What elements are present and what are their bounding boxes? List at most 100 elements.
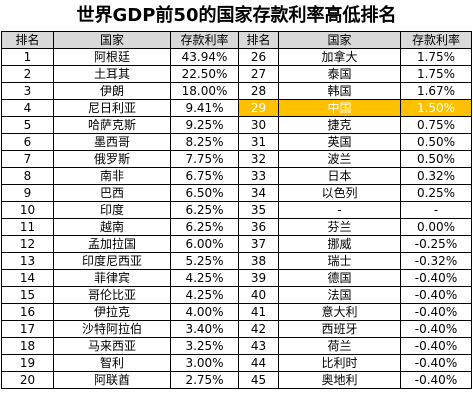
rate-cell: 6.00% <box>170 235 239 253</box>
country-cell: 沙特阿拉伯 <box>53 320 171 338</box>
table-row: 19 智利 3.00% 44 比利时 -0.40% <box>1 354 472 372</box>
rank-cell: 39 <box>238 269 279 287</box>
rate-cell: 0.50% <box>400 150 472 168</box>
table-row: 8 南非 6.75% 33 日本 0.32% <box>1 167 472 185</box>
table-row: 1 阿根廷 43.94% 26 加拿大 1.75% <box>1 48 472 66</box>
rank-cell: 4 <box>1 99 54 117</box>
rate-table: 排名 国家 存款利率 排名 国家 存款利率 1 阿根廷 43.94% 26 加拿大 1.7… <box>1 31 472 389</box>
rank-cell: 44 <box>238 354 279 372</box>
country-cell: 越南 <box>53 218 171 236</box>
table-row: 9 巴西 6.50% 34 以色列 0.25% <box>1 184 472 202</box>
country-cell: 法国 <box>278 286 401 304</box>
table-row: 18 马来西亚 3.25% 43 荷兰 -0.40% <box>1 337 472 355</box>
rank-cell: 45 <box>238 371 279 389</box>
country-cell: 俄罗斯 <box>53 150 171 168</box>
rank-cell: 29 <box>238 99 279 117</box>
table-row: 5 哈萨克斯 9.25% 30 捷克 0.75% <box>1 116 472 134</box>
rank-cell: 38 <box>238 252 279 270</box>
rank-cell: 19 <box>1 354 54 372</box>
table-row: 4 尼日利亚 9.41% 29 中国 1.50% <box>1 99 472 117</box>
country-cell: 意大利 <box>278 303 401 321</box>
country-cell: 加拿大 <box>278 48 401 66</box>
country-cell: 哈萨克斯 <box>53 116 171 134</box>
table-row: 14 菲律宾 4.25% 39 德国 -0.40% <box>1 269 472 287</box>
rate-cell: 3.25% <box>170 337 239 355</box>
country-cell: 德国 <box>278 269 401 287</box>
header-rate-right: 存款利率 <box>400 31 472 49</box>
rate-cell: 9.25% <box>170 116 239 134</box>
country-cell: 哥伦比亚 <box>53 286 171 304</box>
rank-cell: 9 <box>1 184 54 202</box>
header-country-right: 国家 <box>278 31 401 49</box>
country-cell: 土耳其 <box>53 65 171 83</box>
country-cell: 阿联酋 <box>53 371 171 389</box>
table-row: 6 墨西哥 8.25% 31 英国 0.50% <box>1 133 472 151</box>
country-cell: 中国 <box>278 99 401 117</box>
rank-cell: 40 <box>238 286 279 304</box>
rate-cell: 4.00% <box>170 303 239 321</box>
rate-cell: 2.75% <box>170 371 239 389</box>
country-cell: 奥地利 <box>278 371 401 389</box>
rate-cell: -0.40% <box>400 303 472 321</box>
table-row: 15 哥伦比亚 4.25% 40 法国 -0.40% <box>1 286 472 304</box>
rank-cell: 1 <box>1 48 54 66</box>
country-cell: 比利时 <box>278 354 401 372</box>
rank-cell: 8 <box>1 167 54 185</box>
rank-cell: 2 <box>1 65 54 83</box>
table-row: 3 伊朗 18.00% 28 韩国 1.67% <box>1 82 472 100</box>
country-cell: 西班牙 <box>278 320 401 338</box>
rate-cell: -0.40% <box>400 337 472 355</box>
rate-cell: 4.25% <box>170 269 239 287</box>
country-cell: 孟加拉国 <box>53 235 171 253</box>
rate-cell: 1.50% <box>400 99 472 117</box>
table-row: 16 伊拉克 4.00% 41 意大利 -0.40% <box>1 303 472 321</box>
country-cell: 马来西亚 <box>53 337 171 355</box>
rate-cell: 0.75% <box>400 116 472 134</box>
rate-cell: 0.00% <box>400 218 472 236</box>
rate-cell: -0.40% <box>400 354 472 372</box>
rate-cell: 6.25% <box>170 218 239 236</box>
rank-cell: 41 <box>238 303 279 321</box>
table-row: 20 阿联酋 2.75% 45 奥地利 -0.40% <box>1 371 472 389</box>
header-rank-left: 排名 <box>1 31 54 49</box>
rate-cell: 0.50% <box>400 133 472 151</box>
rank-cell: 31 <box>238 133 279 151</box>
country-cell: 南非 <box>53 167 171 185</box>
country-cell: 荷兰 <box>278 337 401 355</box>
rank-cell: 6 <box>1 133 54 151</box>
header-rate-left: 存款利率 <box>170 31 239 49</box>
table-header-row: 排名 国家 存款利率 排名 国家 存款利率 <box>1 31 472 49</box>
country-cell: 墨西哥 <box>53 133 171 151</box>
country-cell: 尼日利亚 <box>53 99 171 117</box>
country-cell: 波兰 <box>278 150 401 168</box>
rank-cell: 12 <box>1 235 54 253</box>
rank-cell: 20 <box>1 371 54 389</box>
rank-cell: 7 <box>1 150 54 168</box>
rate-cell: 6.25% <box>170 201 239 219</box>
rate-cell: -0.40% <box>400 320 472 338</box>
rate-cell: 8.25% <box>170 133 239 151</box>
rate-cell: 5.25% <box>170 252 239 270</box>
country-cell: 瑞士 <box>278 252 401 270</box>
rate-cell: 0.25% <box>400 184 472 202</box>
rank-cell: 27 <box>238 65 279 83</box>
table-row: 12 孟加拉国 6.00% 37 挪威 -0.25% <box>1 235 472 253</box>
rank-cell: 42 <box>238 320 279 338</box>
country-cell: 菲律宾 <box>53 269 171 287</box>
rank-cell: 15 <box>1 286 54 304</box>
rate-cell: -0.25% <box>400 235 472 253</box>
rank-cell: 17 <box>1 320 54 338</box>
table-row: 10 印度 6.25% 35- - <box>1 201 472 219</box>
table-row: 17 沙特阿拉伯 3.40% 42 西班牙 -0.40% <box>1 320 472 338</box>
country-cell: - <box>278 201 401 219</box>
table-row: 13 印度尼西亚 5.25% 38 瑞士 -0.32% <box>1 252 472 270</box>
rank-cell: 37 <box>238 235 279 253</box>
rate-cell: -0.40% <box>400 286 472 304</box>
rank-cell: 3 <box>1 82 54 100</box>
page-title: 世界GDP前50的国家存款利率高低排名 <box>76 5 397 26</box>
rank-cell: 14 <box>1 269 54 287</box>
header-rank-right: 排名 <box>238 31 279 49</box>
rate-cell: 7.75% <box>170 150 239 168</box>
rank-cell: 16 <box>1 303 54 321</box>
table-row: 7 俄罗斯 7.75% 32 波兰 0.50% <box>1 150 472 168</box>
